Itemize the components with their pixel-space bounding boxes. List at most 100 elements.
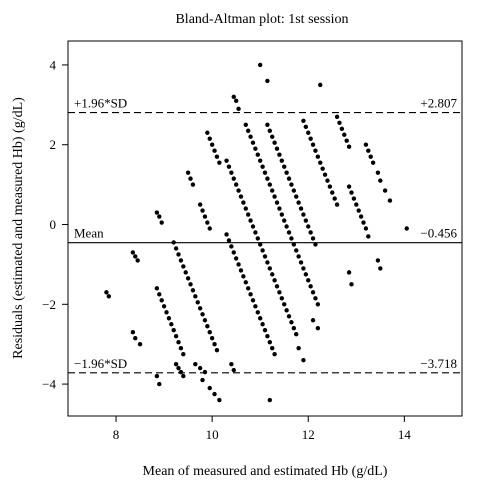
data-point bbox=[231, 94, 236, 100]
data-point bbox=[224, 158, 229, 163]
data-point bbox=[327, 184, 333, 189]
data-point bbox=[301, 266, 306, 271]
data-point bbox=[267, 182, 273, 187]
data-point bbox=[207, 385, 212, 391]
data-point bbox=[176, 252, 181, 257]
data-point bbox=[157, 214, 162, 219]
data-point bbox=[289, 236, 294, 241]
data-point bbox=[243, 122, 248, 127]
data-point bbox=[272, 351, 277, 357]
data-point bbox=[315, 302, 321, 307]
data-point bbox=[298, 260, 304, 265]
data-point bbox=[209, 336, 215, 341]
data-point bbox=[284, 224, 289, 229]
data-point bbox=[363, 226, 369, 231]
data-point bbox=[346, 270, 352, 275]
data-point bbox=[178, 258, 184, 263]
data-point bbox=[361, 220, 366, 225]
x-tick-label: 12 bbox=[302, 427, 315, 442]
data-point bbox=[214, 347, 220, 353]
data-point bbox=[358, 214, 364, 219]
data-point bbox=[375, 258, 381, 263]
data-point bbox=[339, 126, 345, 131]
data-point bbox=[161, 304, 167, 309]
data-point bbox=[318, 160, 323, 165]
data-point bbox=[306, 224, 311, 229]
data-point bbox=[217, 160, 222, 165]
data-point bbox=[176, 365, 181, 371]
data-point bbox=[130, 250, 136, 255]
data-point bbox=[404, 226, 409, 231]
data-point bbox=[349, 190, 354, 195]
data-point bbox=[270, 188, 275, 193]
data-point bbox=[224, 232, 229, 237]
data-point bbox=[378, 178, 383, 183]
data-point bbox=[274, 200, 280, 205]
data-point bbox=[200, 208, 205, 213]
data-point bbox=[277, 206, 282, 211]
data-point bbox=[197, 202, 203, 207]
data-point bbox=[212, 148, 217, 153]
data-point bbox=[200, 377, 205, 383]
data-point bbox=[267, 128, 273, 133]
data-point bbox=[181, 373, 186, 379]
reference-line-value: −3.718 bbox=[420, 356, 457, 371]
data-point bbox=[250, 224, 256, 229]
data-point bbox=[330, 190, 335, 195]
data-point bbox=[277, 152, 282, 157]
data-point bbox=[197, 306, 203, 311]
data-point bbox=[325, 178, 330, 183]
data-point bbox=[291, 326, 297, 331]
data-point bbox=[274, 146, 280, 151]
data-point bbox=[265, 334, 270, 339]
data-point bbox=[248, 134, 253, 139]
data-point bbox=[346, 184, 352, 189]
plot-frame bbox=[67, 40, 463, 417]
data-point bbox=[262, 254, 268, 259]
data-point bbox=[296, 254, 301, 259]
data-point bbox=[378, 266, 383, 271]
data-point bbox=[354, 202, 359, 207]
data-point bbox=[265, 260, 270, 265]
data-point bbox=[289, 182, 294, 187]
data-point bbox=[272, 278, 277, 283]
data-point bbox=[171, 328, 176, 333]
data-point bbox=[294, 332, 299, 337]
data-point bbox=[205, 130, 210, 135]
data-point bbox=[262, 170, 268, 175]
data-point bbox=[310, 290, 316, 295]
data-point bbox=[207, 136, 212, 141]
data-point bbox=[173, 334, 179, 339]
data-point bbox=[233, 256, 239, 261]
data-point bbox=[303, 124, 309, 129]
data-point bbox=[387, 198, 393, 203]
data-point bbox=[277, 290, 282, 295]
data-point bbox=[253, 146, 258, 151]
data-point bbox=[257, 242, 263, 247]
data-point bbox=[334, 114, 340, 119]
data-point bbox=[310, 142, 316, 147]
data-point bbox=[296, 200, 301, 205]
data-point bbox=[320, 166, 325, 171]
data-point bbox=[260, 322, 265, 327]
data-point bbox=[310, 318, 316, 323]
data-point bbox=[279, 212, 285, 217]
data-point bbox=[301, 118, 306, 123]
data-point bbox=[255, 152, 260, 157]
data-point bbox=[229, 244, 234, 249]
data-point bbox=[291, 188, 297, 193]
data-point bbox=[284, 308, 289, 313]
data-point bbox=[157, 381, 162, 387]
data-point bbox=[202, 214, 208, 219]
reference-line-value: +2.807 bbox=[420, 96, 457, 111]
x-tick-label: 14 bbox=[398, 427, 412, 442]
reference-line-value: −0.456 bbox=[420, 226, 457, 241]
data-point bbox=[236, 188, 241, 193]
data-point bbox=[248, 292, 253, 297]
plot-area bbox=[67, 40, 463, 417]
data-point bbox=[205, 220, 210, 225]
y-tick-label: −4 bbox=[42, 377, 56, 392]
data-points bbox=[104, 62, 409, 403]
data-point bbox=[356, 208, 361, 213]
data-point bbox=[279, 296, 285, 301]
